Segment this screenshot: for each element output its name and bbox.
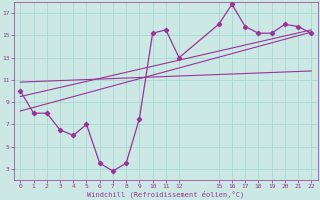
X-axis label: Windchill (Refroidissement éolien,°C): Windchill (Refroidissement éolien,°C) (87, 190, 244, 198)
